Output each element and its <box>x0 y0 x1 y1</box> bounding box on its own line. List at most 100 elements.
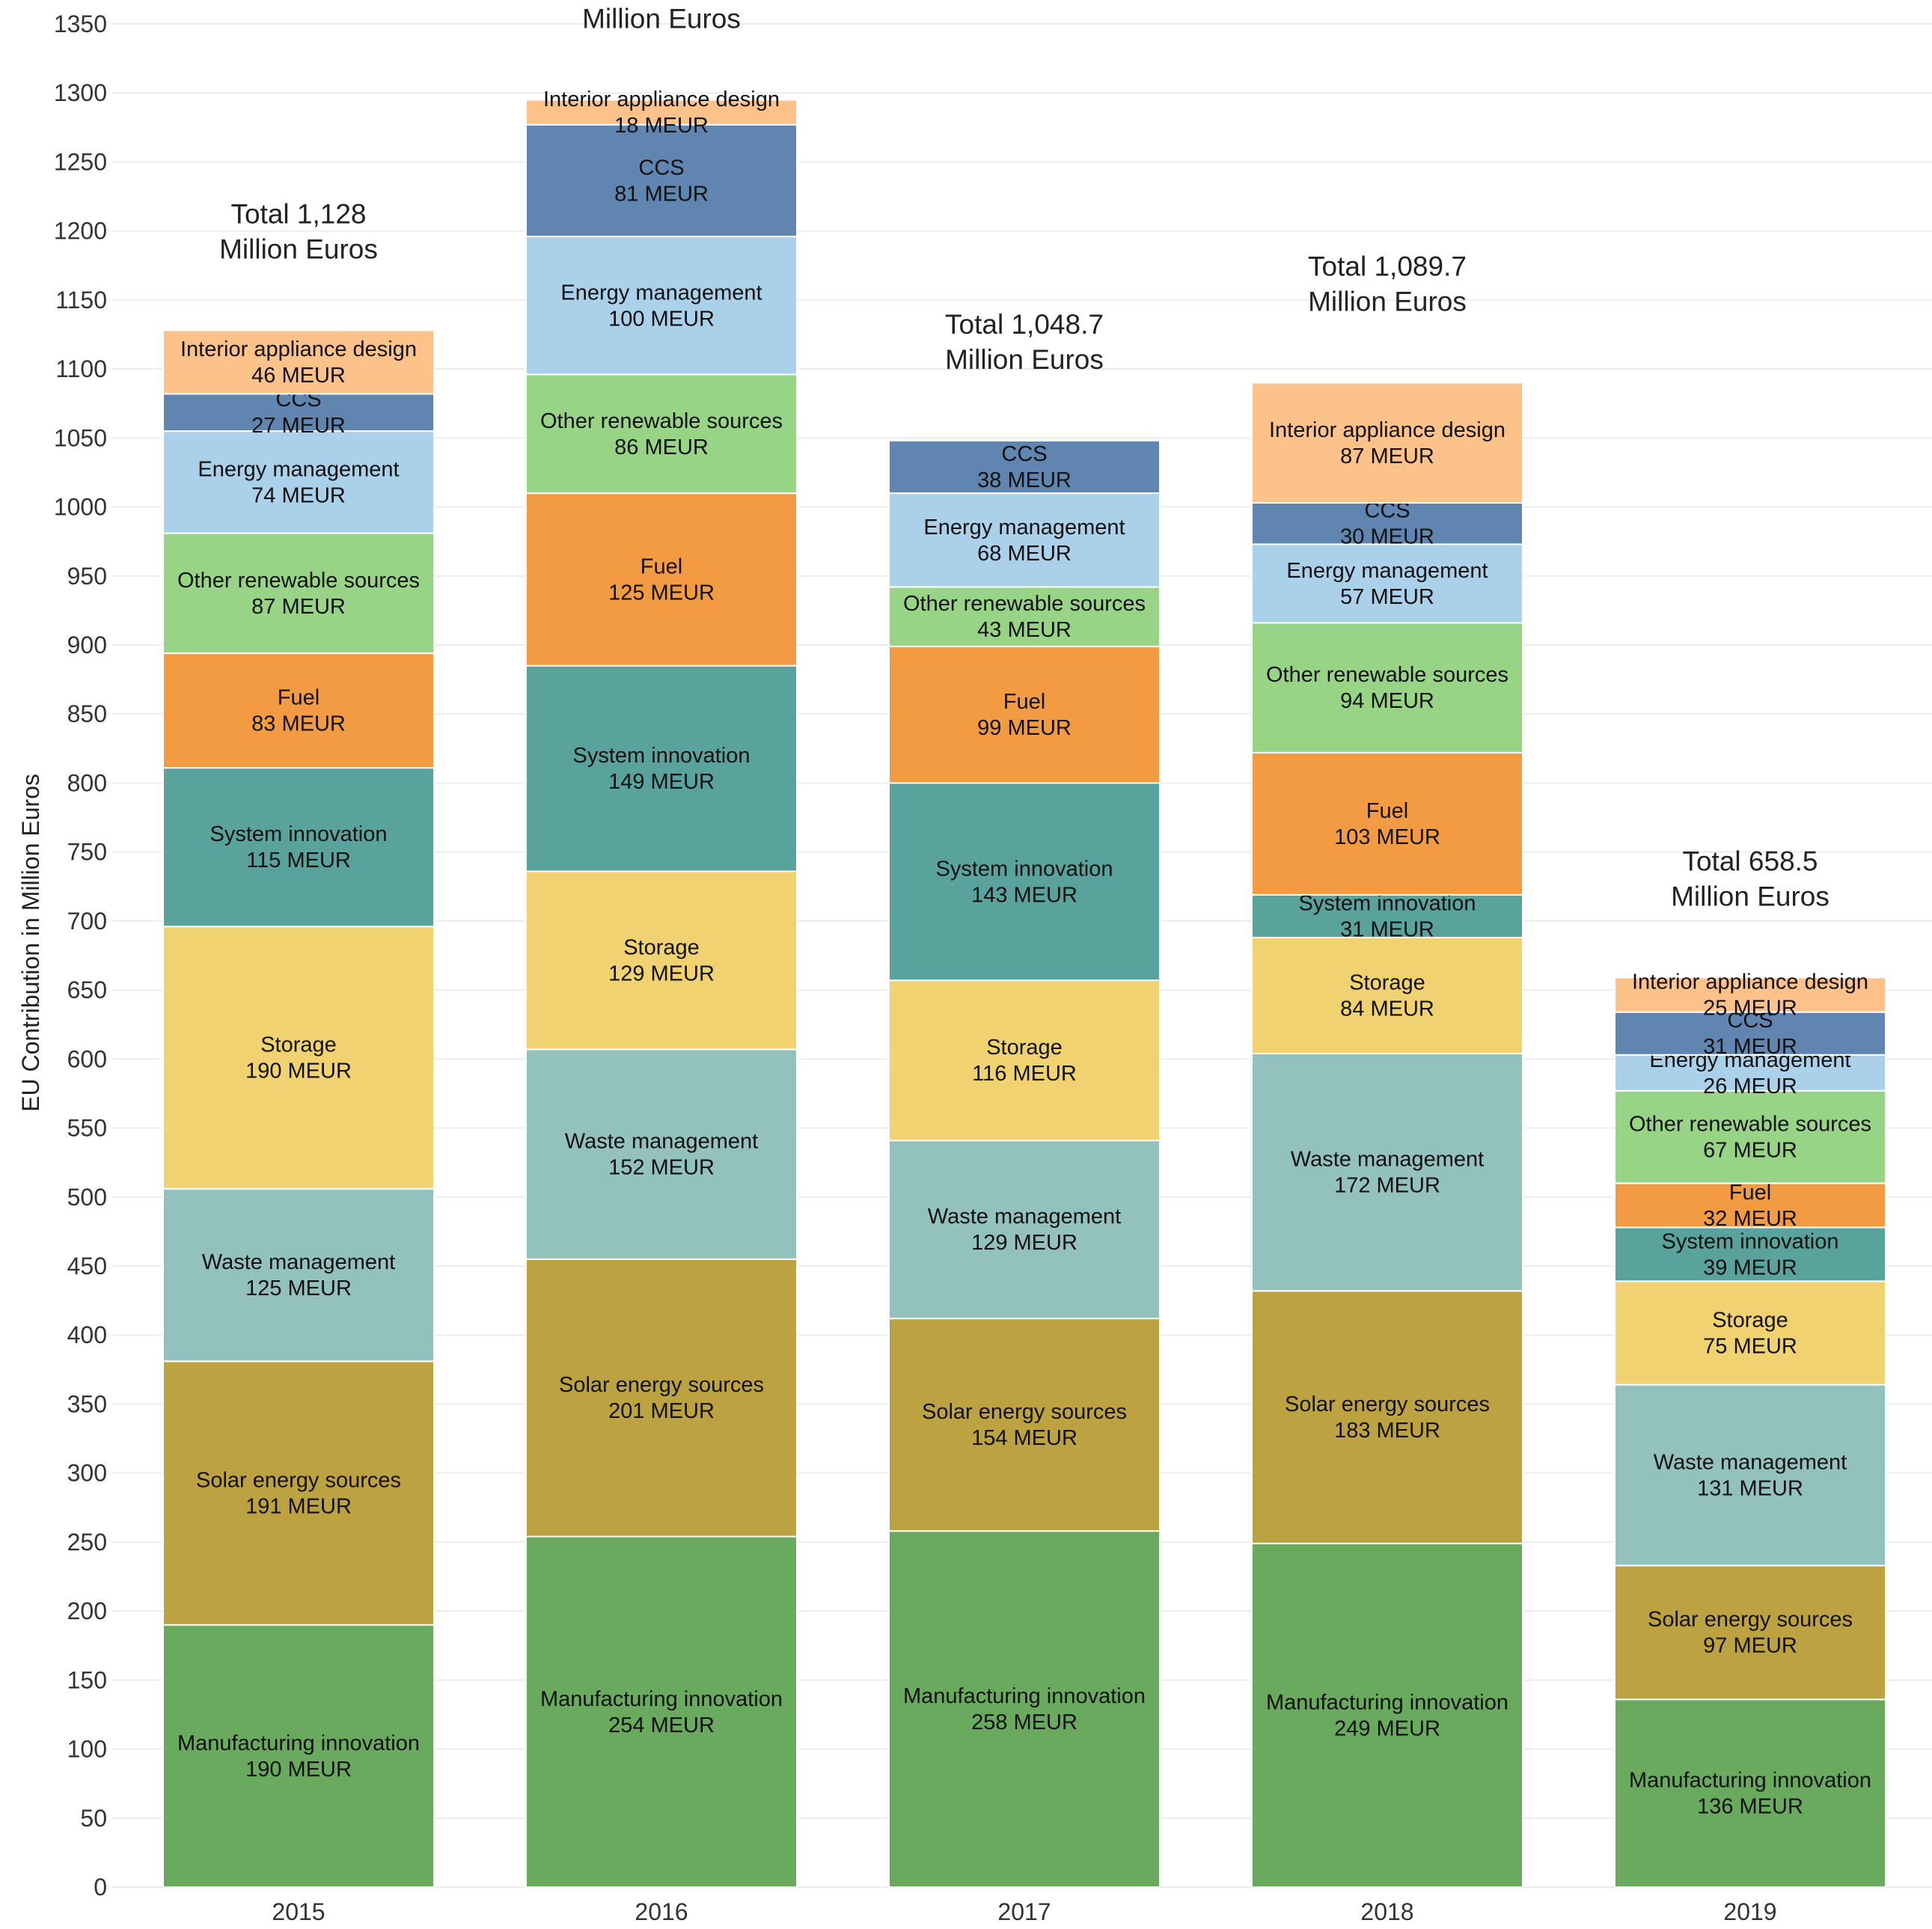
y-tick-label: 1000 <box>54 494 107 521</box>
segment-label-name: Interior appliance design <box>180 337 417 361</box>
segment-label-value: 97 MEUR <box>1703 1634 1797 1658</box>
bar-segment <box>162 1187 435 1363</box>
bar-segment <box>1251 382 1523 504</box>
segment-label-value: 129 MEUR <box>608 962 715 985</box>
segment-label-name: Other renewable sources <box>1629 1113 1871 1137</box>
x-tick-label: 2018 <box>1360 1898 1413 1925</box>
segment-label-name: Storage <box>986 1036 1063 1060</box>
total-label: Total 658.5 <box>1682 846 1818 877</box>
segment-label-name: Fuel <box>1729 1181 1771 1205</box>
segment-label-value: 31 MEUR <box>1703 1035 1797 1059</box>
bar-segment <box>1251 937 1523 1054</box>
bar-segment <box>1614 1089 1886 1184</box>
segment-label-value: 25 MEUR <box>1703 997 1797 1021</box>
bar-segment <box>1614 1280 1886 1386</box>
segment-label-name: Solar energy sources <box>1285 1393 1490 1416</box>
segment-label-value: 254 MEUR <box>608 1714 715 1737</box>
segment-label-name: Other renewable sources <box>903 592 1146 616</box>
bar-segment <box>162 767 435 928</box>
y-tick-label: 950 <box>67 563 107 590</box>
segment-label-value: 27 MEUR <box>251 414 346 438</box>
bar-segment <box>1251 543 1523 624</box>
segment-label-name: Waste management <box>1291 1148 1484 1172</box>
segment-label-value: 30 MEUR <box>1340 525 1434 549</box>
total-label-unit: Million Euros <box>945 344 1104 375</box>
segment-label-value: 201 MEUR <box>608 1399 715 1423</box>
bar-segment <box>888 1318 1161 1532</box>
segment-label-value: 57 MEUR <box>1340 585 1434 609</box>
segment-label-name: Fuel <box>1003 690 1045 714</box>
segment-label-value: 116 MEUR <box>972 1062 1077 1086</box>
segment-label-value: 190 MEUR <box>245 1059 352 1083</box>
segment-label-value: 125 MEUR <box>608 581 715 605</box>
segment-label-name: Manufacturing innovation <box>177 1731 420 1755</box>
segment-label-value: 99 MEUR <box>977 716 1072 740</box>
segment-label-value: 83 MEUR <box>251 712 346 736</box>
segment-label-name: Solar energy sources <box>196 1468 401 1492</box>
bar-segment <box>525 664 798 872</box>
bar-segment <box>162 532 435 655</box>
bar-segment <box>525 1258 798 1538</box>
bar-segment <box>888 492 1161 588</box>
bar-segment <box>888 782 1161 982</box>
segment-label-value: 43 MEUR <box>977 618 1072 642</box>
bar-segment <box>1251 751 1523 896</box>
bar-segment <box>525 1535 798 1889</box>
y-axis-ticks: 0 50 100 150 200 250 300 350 400 450 500 550 600 650 7… <box>54 10 107 1901</box>
bar-segment <box>1614 1054 1886 1092</box>
bar-segment <box>525 373 798 495</box>
segment-label-name: Interior appliance design <box>1632 970 1868 994</box>
y-tick-label: 900 <box>67 632 107 658</box>
bar-segment <box>1614 1384 1886 1567</box>
bar-segment <box>1614 1182 1886 1229</box>
segment-label-name: System innovation <box>1662 1229 1839 1253</box>
segment-label-value: 136 MEUR <box>1697 1795 1803 1819</box>
y-axis-label: EU Contribution in Million Euros <box>17 774 44 1112</box>
segment-label-value: 87 MEUR <box>1340 444 1434 468</box>
bar-stack-2015: Manufacturing innovation 190 MEUR Solar en… <box>162 329 435 1889</box>
segment-label-name: Solar energy sources <box>922 1400 1127 1424</box>
segment-label-name: Storage <box>1712 1308 1788 1332</box>
segment-label-name: Other renewable sources <box>1266 663 1508 687</box>
bar-segment <box>888 1140 1161 1320</box>
segment-label-value: 46 MEUR <box>251 364 346 388</box>
segment-label-value: 84 MEUR <box>1340 997 1434 1021</box>
y-tick-label: 1300 <box>54 79 107 106</box>
segment-label-value: 32 MEUR <box>1703 1207 1797 1231</box>
y-tick-label: 750 <box>67 839 107 866</box>
y-tick-label: 1050 <box>54 424 107 451</box>
y-tick-label: 600 <box>67 1045 107 1072</box>
total-label-unit: Million Euros <box>582 3 741 34</box>
y-tick-label: 500 <box>67 1184 107 1211</box>
segment-label-name: Other renewable sources <box>540 409 783 433</box>
bar-segment <box>1251 1542 1523 1889</box>
segment-label-name: System innovation <box>573 744 751 768</box>
bar-segment <box>525 1048 798 1260</box>
segment-label-value: 100 MEUR <box>608 307 715 331</box>
segment-label-value: 31 MEUR <box>1340 917 1434 941</box>
y-tick-label: 850 <box>67 700 107 727</box>
x-tick-label: 2015 <box>272 1898 325 1925</box>
segment-label-value: 258 MEUR <box>971 1711 1077 1734</box>
y-tick-label: 0 <box>94 1874 107 1901</box>
bar-segment <box>162 652 435 769</box>
y-tick-label: 1350 <box>54 10 107 37</box>
segment-label-value: 129 MEUR <box>971 1231 1077 1255</box>
total-label: Total 1,128 <box>230 198 366 229</box>
bar-segment <box>1614 1011 1886 1056</box>
segment-label-name: Fuel <box>278 686 320 710</box>
y-tick-label: 350 <box>67 1390 107 1417</box>
y-tick-label: 700 <box>67 908 107 935</box>
segment-label-name: Waste management <box>565 1130 758 1154</box>
bar-segment <box>888 586 1161 647</box>
segment-label-name: Other renewable sources <box>177 569 420 593</box>
bar-segment <box>525 870 798 1051</box>
segment-label-value: 67 MEUR <box>1703 1139 1797 1163</box>
segment-label-name: Interior appliance design <box>1269 418 1505 442</box>
segment-label-value: 38 MEUR <box>977 468 1072 492</box>
segment-label-name: Energy management <box>923 516 1125 539</box>
segment-label-name: Fuel <box>1366 799 1408 823</box>
segment-label-value: 87 MEUR <box>251 595 346 619</box>
total-label: Total 1,089.7 <box>1308 251 1467 282</box>
y-tick-label: 550 <box>67 1115 107 1142</box>
